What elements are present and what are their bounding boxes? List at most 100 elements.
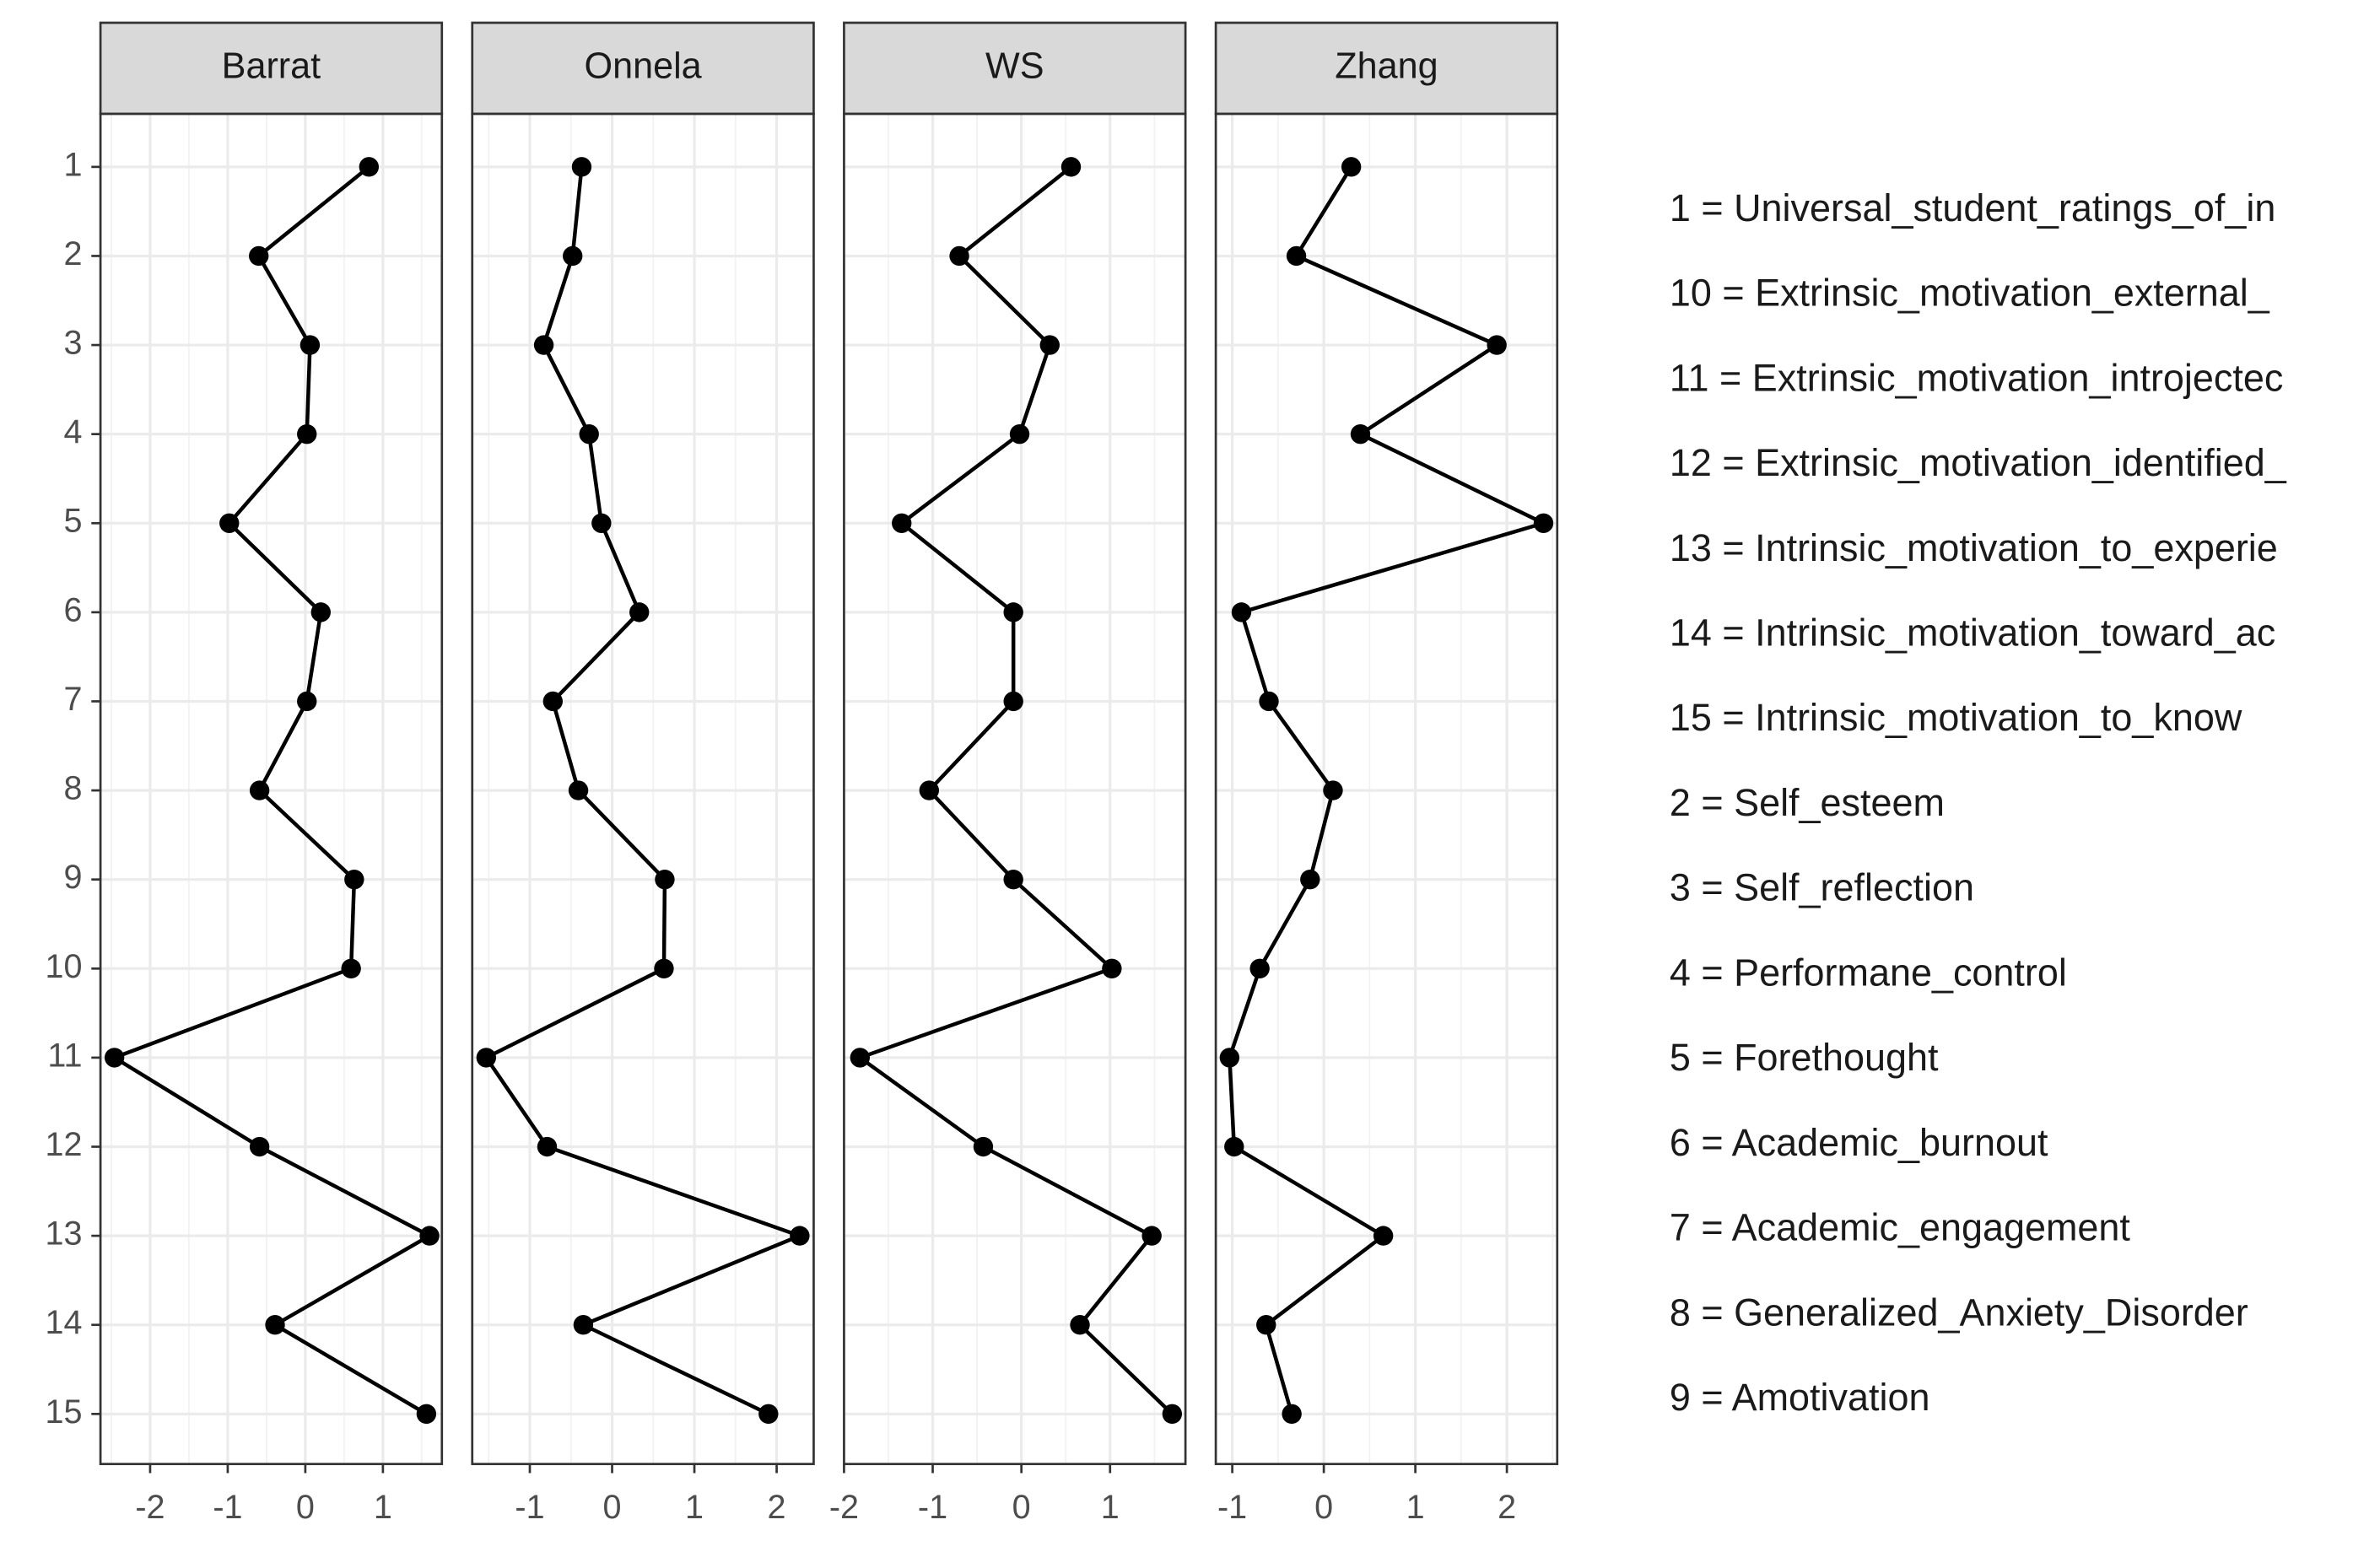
data-point (591, 513, 612, 533)
data-point (563, 245, 583, 267)
data-point (1003, 870, 1023, 890)
x-tick-label: 0 (1012, 1489, 1031, 1526)
legend-entry: 8 = Generalized_Anxiety_Disorder (1670, 1291, 2248, 1334)
data-point (1141, 1226, 1162, 1246)
data-point (1219, 1048, 1240, 1068)
data-point (249, 245, 269, 267)
x-tick-label: -1 (213, 1489, 242, 1526)
data-point (249, 780, 270, 800)
data-point (573, 1315, 594, 1335)
x-tick-label: 0 (296, 1489, 315, 1526)
legend-entry: 15 = Intrinsic_motivation_to_know (1670, 696, 2242, 739)
data-point (1003, 602, 1023, 622)
strip (99, 21, 444, 116)
data-point (104, 1048, 125, 1068)
data-point (1224, 1136, 1244, 1157)
data-point (1341, 157, 1362, 177)
data-point (654, 958, 674, 978)
x-tick-label: 1 (374, 1489, 392, 1526)
y-tick-label: 2 (63, 235, 82, 272)
x-tick-label: 0 (603, 1489, 622, 1526)
legend-entry: 14 = Intrinsic_motivation_toward_ac (1670, 612, 2275, 655)
data-point (919, 780, 940, 800)
data-point (344, 870, 364, 890)
data-point (1350, 423, 1371, 445)
legend-entry: 4 = Performane_control (1670, 951, 2067, 994)
data-point (416, 1404, 437, 1425)
data-point (579, 423, 599, 445)
legend-entry: 11 = Extrinsic_motivation_introjectec (1670, 356, 2284, 399)
data-point (300, 335, 321, 355)
data-point (1300, 870, 1320, 890)
y-tick-label: 12 (45, 1126, 82, 1163)
data-point (655, 870, 675, 890)
panel-background (844, 113, 1186, 1464)
data-point (1039, 335, 1060, 355)
data-point (629, 602, 650, 622)
panel-background (100, 113, 442, 1464)
data-point (476, 1048, 497, 1068)
y-tick-label: 1 (63, 146, 82, 183)
x-tick-label: 0 (1314, 1489, 1333, 1526)
x-tick-label: -1 (1217, 1489, 1247, 1526)
data-point (533, 335, 554, 355)
legend-entry: 6 = Academic_burnout (1670, 1121, 2048, 1164)
y-tick-label: 5 (63, 503, 82, 540)
data-point (1003, 691, 1023, 712)
data-point (1009, 423, 1030, 445)
data-point (568, 780, 589, 800)
data-point (1533, 513, 1554, 533)
data-point (1070, 1315, 1090, 1335)
data-point (1256, 1315, 1276, 1335)
legend-entry: 1 = Universal_student_ratings_of_in (1670, 186, 2275, 229)
y-tick-label: 8 (63, 770, 82, 807)
data-point (1282, 1404, 1302, 1425)
y-tick-label: 9 (63, 859, 82, 896)
legend-entry: 13 = Intrinsic_motivation_to_experie (1670, 526, 2278, 569)
y-tick-label: 15 (45, 1393, 82, 1431)
data-point (1286, 245, 1307, 267)
x-tick-label: 1 (1406, 1489, 1425, 1526)
data-point (265, 1315, 285, 1335)
legend-entry: 5 = Forethought (1670, 1036, 1939, 1079)
data-point (850, 1048, 871, 1068)
data-point (1231, 602, 1252, 622)
data-point (1102, 958, 1122, 978)
strip-label: WS (985, 46, 1044, 86)
data-point (1373, 1226, 1394, 1246)
x-tick-label: 1 (1101, 1489, 1120, 1526)
data-point (419, 1226, 440, 1246)
data-point (249, 1136, 270, 1157)
data-point (892, 513, 912, 533)
strip (843, 21, 1187, 116)
data-point (341, 958, 361, 978)
data-point (1487, 335, 1507, 355)
x-tick-label: 2 (768, 1489, 786, 1526)
legend-entry: 9 = Amotivation (1670, 1376, 1930, 1419)
strip (471, 21, 815, 116)
x-tick-label: -2 (829, 1489, 859, 1526)
legend-entry: 2 = Self_esteem (1670, 781, 1945, 824)
data-point (758, 1404, 779, 1425)
strip-label: Onnela (585, 46, 702, 86)
x-tick-label: -2 (135, 1489, 165, 1526)
panel-background (472, 113, 814, 1464)
y-tick-label: 3 (63, 325, 82, 362)
data-point (1259, 691, 1279, 712)
data-point (949, 245, 969, 267)
data-point (310, 602, 331, 622)
data-point (1249, 958, 1270, 978)
legend-entry: 3 = Self_reflection (1670, 866, 1974, 909)
data-point (973, 1136, 994, 1157)
data-point (571, 157, 592, 177)
data-point (790, 1226, 810, 1246)
data-point (359, 157, 380, 177)
y-tick-label: 7 (63, 681, 82, 718)
legend-entry: 10 = Extrinsic_motivation_external_ (1670, 272, 2270, 315)
data-point (1162, 1404, 1183, 1425)
data-point (537, 1136, 558, 1157)
legend-entry: 7 = Academic_engagement (1670, 1206, 2131, 1249)
x-tick-label: -1 (515, 1489, 544, 1526)
